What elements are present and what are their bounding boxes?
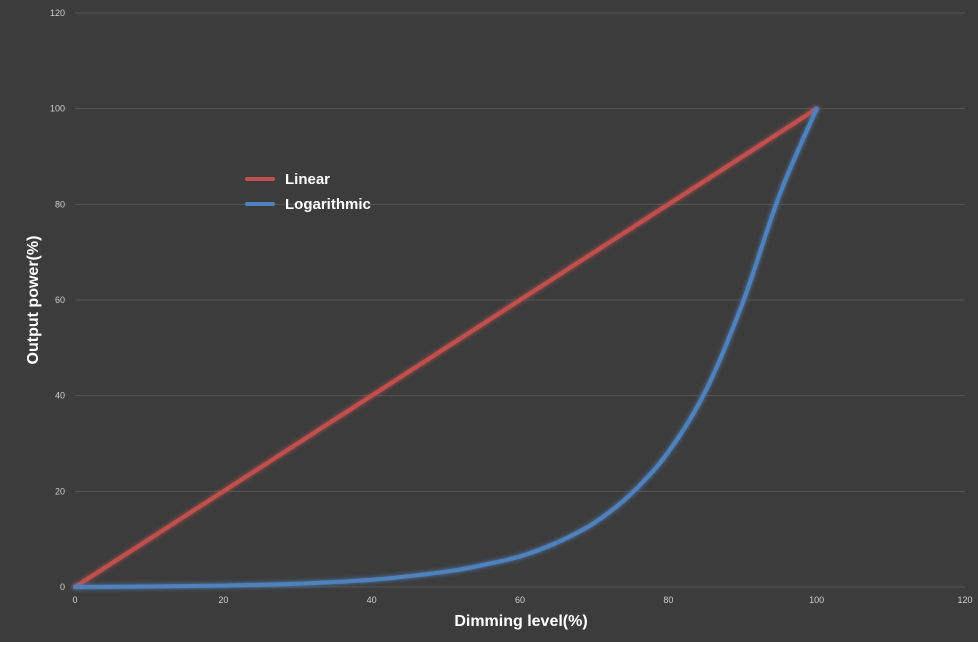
x-tick-label: 60 [515, 595, 525, 605]
x-tick-label: 80 [663, 595, 673, 605]
x-tick-label: 40 [367, 595, 377, 605]
series-line-logarithmic [73, 106, 819, 589]
x-axis-label: Dimming level(%) [454, 613, 587, 630]
y-axis-label: Output power(%) [25, 236, 42, 365]
series-lines [73, 106, 819, 589]
legend: Linear Logarithmic [245, 171, 371, 213]
y-tick-label: 100 [50, 104, 65, 114]
y-tick-label: 60 [55, 295, 65, 305]
legend-label-linear: Linear [285, 171, 330, 188]
y-axis-ticks: 0 20 40 60 80 100 120 [50, 8, 65, 592]
x-axis-ticks: 0 20 40 60 80 100 120 [72, 595, 972, 605]
x-tick-label: 100 [809, 595, 824, 605]
y-tick-label: 80 [55, 199, 65, 209]
x-tick-label: 20 [218, 595, 228, 605]
y-tick-label: 120 [50, 8, 65, 18]
y-tick-label: 0 [60, 582, 65, 592]
series-line-linear [73, 106, 819, 589]
y-tick-label: 40 [55, 391, 65, 401]
y-tick-label: 20 [55, 486, 65, 496]
x-tick-label: 120 [957, 595, 972, 605]
legend-label-logarithmic: Logarithmic [285, 196, 371, 213]
x-tick-label: 0 [72, 595, 77, 605]
